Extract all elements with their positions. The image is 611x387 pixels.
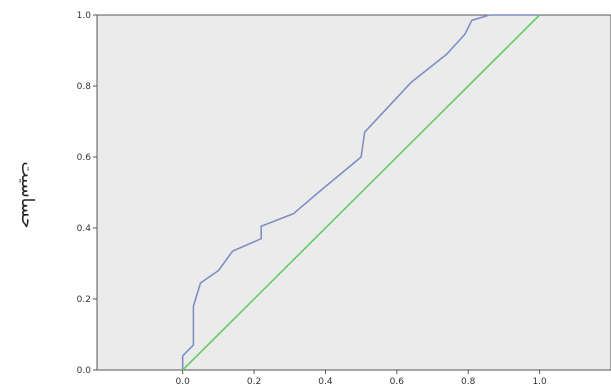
x-tick-label: 0.0 bbox=[176, 377, 191, 387]
x-tick-label: 0.6 bbox=[390, 377, 405, 387]
x-tick-label: 1.0 bbox=[532, 377, 547, 387]
y-tick-label: 0.6 bbox=[77, 153, 92, 163]
x-axis: 0.0 0.2 0.4 0.6 0.8 1.0 bbox=[176, 370, 547, 387]
x-tick-label: 0.8 bbox=[461, 377, 476, 387]
x-tick-label: 0.2 bbox=[247, 377, 261, 387]
reference-diagonal-line bbox=[182, 14, 541, 371]
y-axis: 0.0 0.2 0.4 0.6 0.8 1.0 bbox=[77, 11, 97, 376]
y-tick-label: 0.0 bbox=[77, 366, 92, 376]
y-tick-label: 0.4 bbox=[77, 224, 92, 234]
series-layer bbox=[181, 14, 541, 371]
y-axis-label: حساسیت bbox=[17, 162, 37, 229]
y-tick-label: 0.8 bbox=[77, 82, 92, 92]
plot-area bbox=[96, 14, 611, 371]
y-tick-label: 0.2 bbox=[77, 295, 91, 305]
x-tick-label: 0.4 bbox=[318, 377, 333, 387]
y-tick-label: 1.0 bbox=[77, 11, 92, 21]
roc-curve-line bbox=[181, 14, 540, 370]
